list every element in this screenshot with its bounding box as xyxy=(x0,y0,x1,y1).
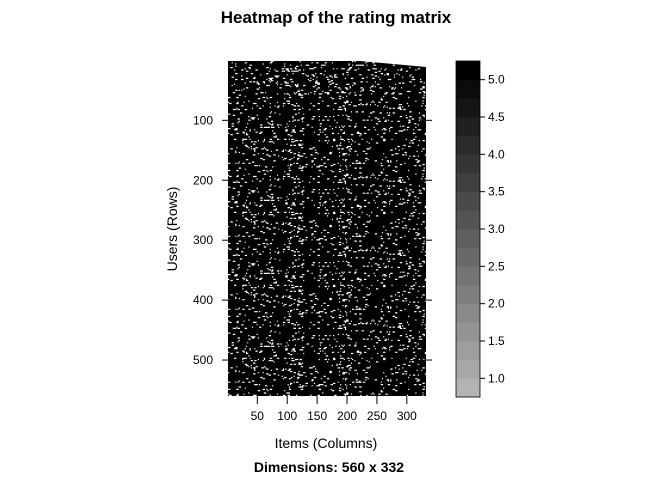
colorbar-segment xyxy=(456,247,480,267)
colorbar-segment xyxy=(456,266,480,286)
colorbar-segment xyxy=(456,285,480,305)
dimensions-subtitle: Dimensions: 560 x 332 xyxy=(254,459,404,475)
colorbar: 1.0 1.5 2.0 2.5 3.0 3.5 4.0 4.5 5.0 xyxy=(455,60,505,398)
sparse-corner xyxy=(360,61,426,67)
x-axis: 50 100 150 200 250 300 xyxy=(251,396,417,423)
colorbar-segment xyxy=(456,117,480,137)
colorbar-segment xyxy=(456,79,480,99)
y-tick-label: 500 xyxy=(193,353,213,367)
x-tick-label: 250 xyxy=(367,409,387,423)
x-tick-label: 50 xyxy=(251,409,265,423)
colorbar-tick-label: 1.0 xyxy=(488,371,505,385)
x-tick-label: 150 xyxy=(307,409,327,423)
colorbar-tick-label: 2.5 xyxy=(488,259,505,273)
colorbar-segment xyxy=(456,98,480,118)
y-tick-label: 400 xyxy=(193,293,213,307)
heatmap-fill xyxy=(228,61,426,396)
y-axis: 100 200 300 400 500 xyxy=(193,113,432,367)
y-tick-label: 300 xyxy=(193,233,213,247)
colorbar-segment xyxy=(456,322,480,342)
colorbar-segment xyxy=(456,229,480,249)
x-axis-label: Items (Columns) xyxy=(275,435,378,451)
y-axis-label: Users (Rows) xyxy=(164,187,180,272)
colorbar-tick-label: 4.5 xyxy=(488,110,505,124)
colorbar-segment xyxy=(456,210,480,230)
colorbar-tick-label: 4.0 xyxy=(488,147,505,161)
colorbar-tick-label: 3.0 xyxy=(488,222,505,236)
x-tick-label: 300 xyxy=(397,409,417,423)
colorbar-tick-label: 5.0 xyxy=(488,73,505,87)
colorbar-segment xyxy=(456,378,480,398)
colorbar-tick-label: 1.5 xyxy=(488,334,505,348)
colorbar-segment xyxy=(456,173,480,193)
colorbar-tick-label: 2.0 xyxy=(488,297,505,311)
colorbar-tick-label: 3.5 xyxy=(488,185,505,199)
heatmap-plot-area xyxy=(228,61,428,396)
x-tick-label: 100 xyxy=(277,409,297,423)
y-tick-label: 200 xyxy=(193,173,213,187)
colorbar-segment xyxy=(456,341,480,361)
colorbar-segment xyxy=(456,303,480,323)
x-tick-label: 200 xyxy=(337,409,357,423)
missing-ratings xyxy=(228,61,428,396)
chart-title: Heatmap of the rating matrix xyxy=(221,8,452,27)
colorbar-segment xyxy=(456,135,480,155)
colorbar-segment xyxy=(456,359,480,379)
colorbar-segment xyxy=(456,154,480,174)
colorbar-segment xyxy=(456,191,480,211)
colorbar-segment xyxy=(456,61,480,81)
y-tick-label: 100 xyxy=(193,113,213,127)
